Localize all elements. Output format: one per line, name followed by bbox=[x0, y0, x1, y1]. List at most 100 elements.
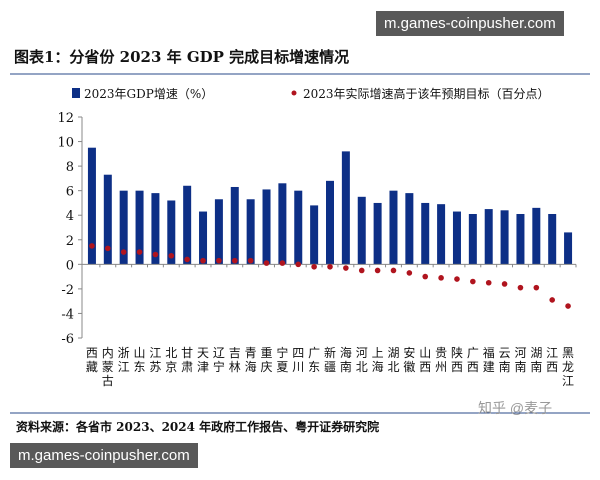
bar bbox=[421, 202, 430, 265]
dot bbox=[327, 263, 333, 270]
dot bbox=[454, 276, 460, 282]
legend-label-dot: 2023年实际增速高于该年预期目标（百分点） bbox=[303, 86, 550, 101]
dot bbox=[200, 257, 206, 264]
dot bbox=[390, 267, 397, 274]
dot bbox=[311, 263, 317, 270]
bar bbox=[214, 199, 223, 265]
dot bbox=[136, 249, 143, 255]
dot bbox=[358, 267, 365, 274]
dot bbox=[501, 281, 508, 287]
bar bbox=[278, 183, 287, 265]
y-tick-label: 0 bbox=[66, 258, 74, 273]
x-tick-label: 黑龙江 bbox=[562, 346, 574, 388]
bar bbox=[167, 200, 176, 265]
legend-swatch-bar bbox=[72, 88, 80, 98]
x-tick-label: 河南 bbox=[514, 346, 526, 374]
x-tick-label: 内蒙古 bbox=[102, 346, 114, 388]
x-tick-label: 青海 bbox=[245, 346, 257, 374]
x-tick-label: 重庆 bbox=[261, 346, 273, 374]
bar bbox=[373, 202, 382, 265]
bar bbox=[103, 174, 112, 265]
dot bbox=[168, 252, 175, 259]
dot bbox=[343, 265, 349, 271]
bar bbox=[564, 232, 573, 265]
bar bbox=[135, 190, 144, 265]
dot bbox=[470, 278, 476, 285]
x-tick-label: 辽宁 bbox=[213, 346, 225, 374]
dot bbox=[89, 243, 95, 249]
x-tick-label: 福建 bbox=[483, 345, 495, 374]
bar bbox=[405, 193, 414, 265]
bar bbox=[119, 190, 128, 265]
legend: 2023年GDP增速（%） 2023年实际增速高于该年预期目标（百分点） bbox=[72, 86, 550, 101]
dot bbox=[263, 260, 270, 266]
dot bbox=[216, 257, 222, 264]
y-tick-label: 6 bbox=[66, 185, 74, 200]
x-tick-label: 云南 bbox=[499, 346, 511, 374]
bar bbox=[183, 185, 192, 265]
x-tick-label: 宁夏 bbox=[276, 345, 288, 374]
dot bbox=[533, 284, 540, 291]
bar bbox=[548, 213, 557, 265]
y-tick-label: 10 bbox=[57, 136, 74, 151]
y-tick-label: 12 bbox=[57, 111, 74, 126]
bar bbox=[452, 211, 461, 265]
chart-title: 图表1：分省份 2023 年 GDP 完成目标增速情况 bbox=[14, 48, 349, 66]
bar bbox=[484, 209, 493, 265]
bar bbox=[326, 180, 334, 265]
x-tick-label: 江苏 bbox=[149, 346, 161, 374]
x-tick-label: 湖南 bbox=[530, 345, 542, 374]
dot bbox=[247, 257, 254, 264]
x-tick-label: 甘肃 bbox=[181, 346, 193, 374]
source-note: 资料来源：各省市 2023、2024 年政府工作报告、粤开证券研究院 bbox=[16, 419, 379, 434]
y-tick-label: 4 bbox=[66, 209, 74, 224]
dot bbox=[438, 275, 444, 281]
dot bbox=[565, 303, 571, 309]
bar bbox=[357, 196, 366, 265]
x-tick-label: 山东 bbox=[134, 346, 146, 374]
bar bbox=[516, 213, 525, 265]
bar bbox=[341, 151, 350, 265]
dot bbox=[422, 273, 429, 280]
dot bbox=[295, 261, 302, 268]
legend-label-bar: 2023年GDP增速（%） bbox=[84, 87, 213, 101]
bar bbox=[437, 204, 446, 265]
bar bbox=[389, 190, 398, 265]
dot bbox=[184, 256, 190, 263]
dot bbox=[406, 270, 413, 276]
x-tick-label: 浙江 bbox=[118, 346, 130, 374]
x-tick-label: 山西 bbox=[419, 346, 431, 374]
dot bbox=[485, 279, 492, 286]
credit-watermark: 知乎 @麦子 bbox=[478, 400, 552, 416]
x-tick-label: 湖北 bbox=[387, 345, 399, 374]
dot bbox=[152, 251, 159, 258]
dot bbox=[105, 245, 111, 252]
x-tick-label: 安徽 bbox=[403, 345, 415, 374]
dot bbox=[120, 249, 127, 255]
y-tick-label: -4 bbox=[61, 307, 74, 322]
dot bbox=[549, 297, 555, 303]
bar bbox=[246, 199, 255, 265]
x-tick-label: 海南 bbox=[340, 345, 352, 374]
dot bbox=[231, 257, 238, 264]
x-tick-label: 四川 bbox=[292, 346, 304, 374]
bar bbox=[199, 211, 208, 265]
x-tick-label: 西藏 bbox=[86, 346, 98, 374]
y-tick-label: 8 bbox=[66, 160, 74, 175]
y-tick-label: -2 bbox=[61, 283, 74, 298]
dot bbox=[279, 260, 286, 266]
bar bbox=[532, 207, 541, 265]
bar bbox=[262, 189, 271, 265]
bar bbox=[151, 193, 160, 265]
bar bbox=[294, 190, 303, 265]
bar bbox=[87, 147, 96, 265]
bar bbox=[500, 210, 509, 265]
x-tick-label: 江西 bbox=[546, 346, 558, 374]
x-tick-label: 天津 bbox=[197, 346, 209, 374]
bar bbox=[468, 213, 477, 265]
dot bbox=[374, 267, 381, 274]
x-tick-label: 广西 bbox=[467, 346, 479, 374]
x-tick-label: 新疆 bbox=[324, 345, 336, 374]
watermark-top: m.games-coinpusher.com bbox=[376, 11, 564, 36]
bar bbox=[230, 186, 239, 265]
